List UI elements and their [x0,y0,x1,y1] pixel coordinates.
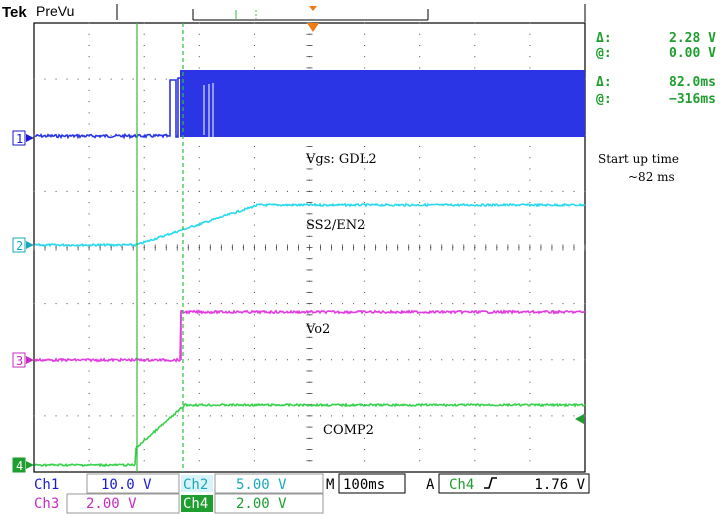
record-position-bar[interactable] [192,6,429,21]
ch1-scale[interactable]: 10.0 V [101,477,152,493]
svg-text:1: 1 [16,132,23,146]
ch1-early-pulses [185,80,199,137]
timebase-box [338,473,406,494]
ch1-trace [34,132,169,140]
ch2-ground-marker[interactable]: 2 [12,237,34,253]
svg-text:3: 3 [16,354,23,368]
timebase-label: M [326,477,334,493]
ch1-switching-band [180,70,585,137]
trigger-position-marker[interactable] [307,23,319,32]
cursor-at-v-value: 0.00 V [669,46,716,61]
ch2-trace [34,202,586,248]
trigger-label: A [426,477,435,493]
ch4-trace [34,402,586,468]
mode-label: PreVu [36,3,74,19]
waveform-traces [34,70,586,468]
trigger-level[interactable]: 1.76 V [534,477,585,493]
ch3-scale[interactable]: 2.00 V [86,496,137,512]
trace-label-ch4: COMP2 [323,423,374,438]
svg-text:4: 4 [16,459,23,473]
brand-logo: Tek [2,4,27,21]
ch1-ground-marker[interactable]: 1 [12,130,34,146]
cursor-delta-t-label: Δ: [596,75,612,90]
startup-annotation-line2: ~82 ms [628,170,675,184]
rising-edge-icon [484,477,497,489]
ch2-scale-box [214,473,324,494]
trigger-source[interactable]: Ch4 [449,477,474,493]
cursor-delta-v-label: Δ: [596,31,612,46]
cursor-at-t-value: −316ms [669,92,716,107]
ch4-scale-box [214,493,324,514]
ch3-label[interactable]: Ch3 [34,496,59,512]
ch2-label[interactable]: Ch2 [183,477,208,493]
ch1-label-box [31,475,91,492]
trace-label-ch1: Vgs: GDL2 [305,152,377,167]
cursor-delta-v-value: 2.28 V [669,31,716,46]
ch2-scale[interactable]: 5.00 V [236,477,287,493]
trace-label-ch3: Vo2 [305,322,330,337]
ch4-scale[interactable]: 2.00 V [236,496,287,512]
trigger-box [438,473,590,494]
ch2-label-box [181,475,213,492]
cursor-at-v-label: @: [596,46,612,61]
trace-label-ch2: SS2/EN2 [306,218,365,233]
cursor-at-t-label: @: [596,92,612,107]
ch4-label[interactable]: Ch4 [183,496,208,512]
timebase-value[interactable]: 100ms [343,477,385,493]
cursor-delta-t-value: 82.0ms [669,75,716,90]
ch3-scale-box [66,493,180,514]
svg-text:2: 2 [16,239,23,253]
ch3-trace [34,308,586,363]
startup-annotation-line1: Start up time [598,152,679,166]
ch1-scale-box [86,473,180,494]
ch1-startup-pulse [168,77,182,138]
trigger-level-marker[interactable] [575,414,584,424]
ch3-ground-marker[interactable]: 3 [12,352,34,368]
ch4-label-box [181,495,213,512]
ch1-label[interactable]: Ch1 [34,477,59,493]
ch1-gap-lines [203,83,214,137]
ch4-ground-marker[interactable]: 4 [12,457,34,473]
